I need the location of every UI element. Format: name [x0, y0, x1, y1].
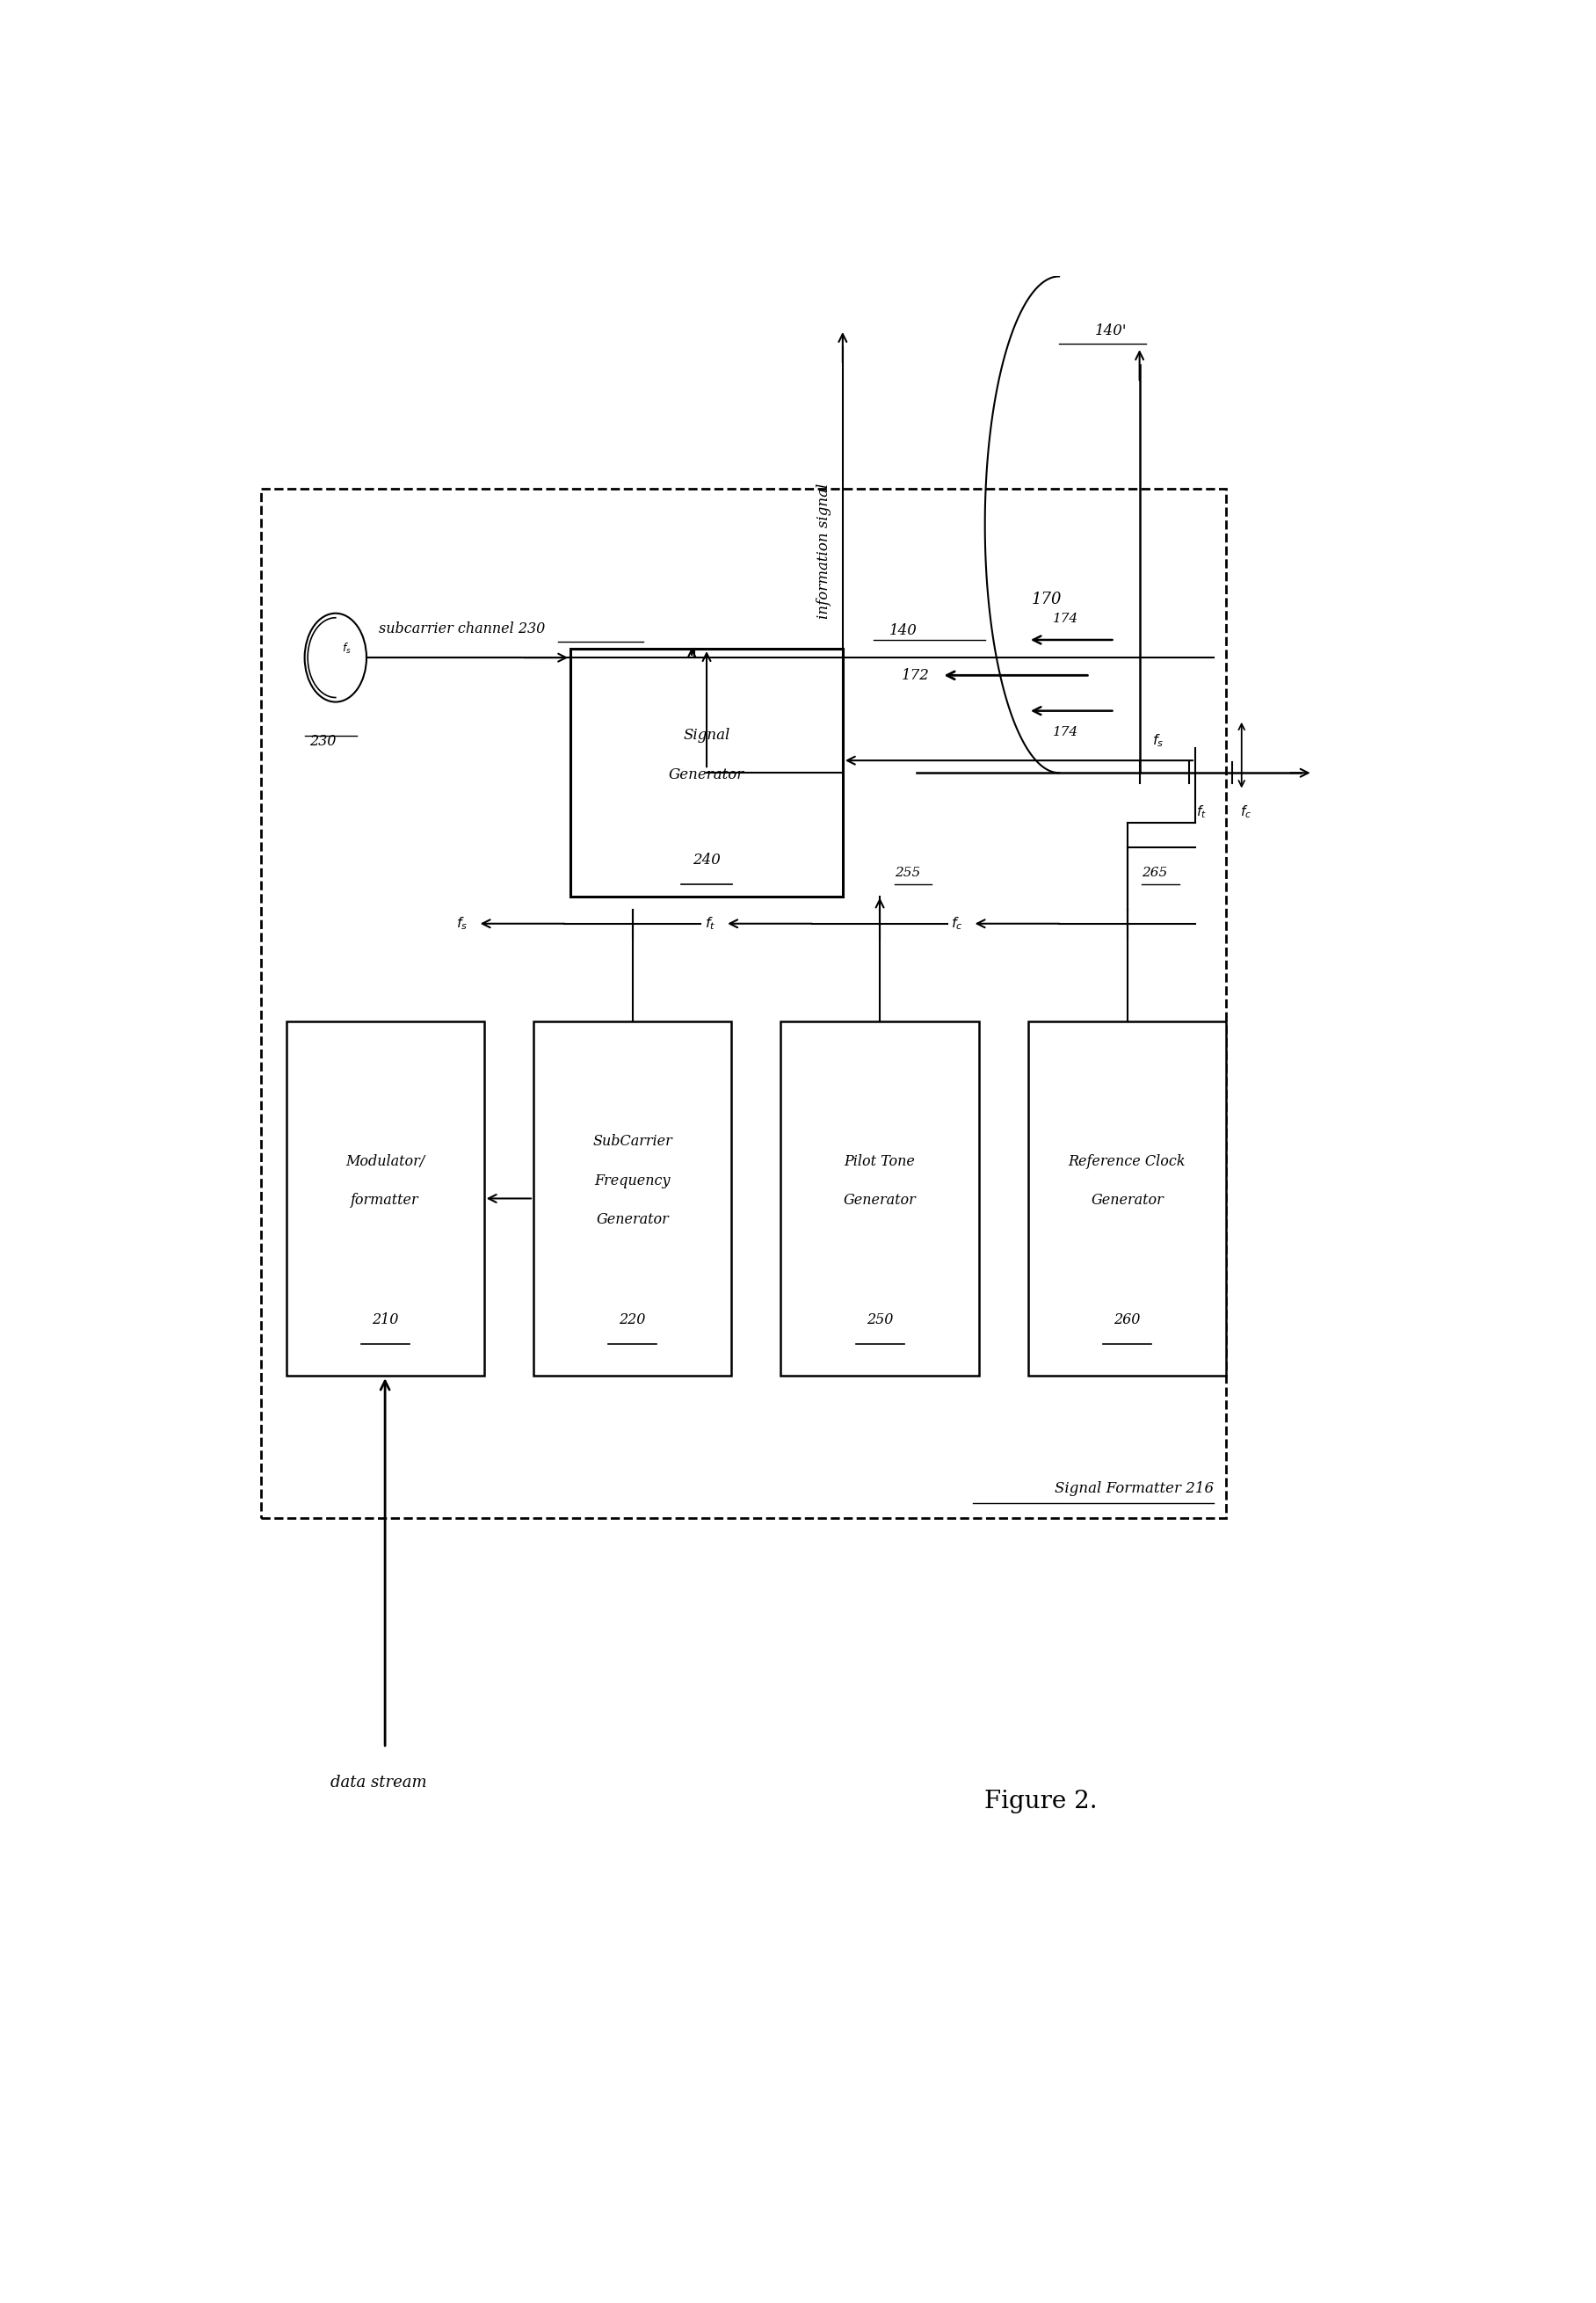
- Bar: [262, 488, 1226, 1518]
- Bar: [1028, 1020, 1226, 1375]
- Text: $f_c$: $f_c$: [951, 914, 962, 933]
- Text: $f_s$: $f_s$: [342, 643, 351, 656]
- Text: Reference Clock: Reference Clock: [1068, 1154, 1186, 1168]
- Text: 220: 220: [619, 1313, 646, 1327]
- Text: Generator: Generator: [843, 1193, 916, 1207]
- Text: Signal Formatter 216: Signal Formatter 216: [1055, 1481, 1215, 1497]
- Text: data stream: data stream: [330, 1776, 428, 1792]
- Text: 260: 260: [1114, 1313, 1141, 1327]
- Text: 240: 240: [693, 852, 721, 868]
- Text: 172: 172: [902, 668, 929, 682]
- Bar: [286, 1020, 484, 1375]
- Text: SubCarrier: SubCarrier: [592, 1135, 672, 1149]
- Text: 170: 170: [1031, 592, 1061, 608]
- Text: $f_t$: $f_t$: [704, 914, 715, 933]
- Text: 265: 265: [1143, 866, 1168, 880]
- Text: Figure 2.: Figure 2.: [985, 1789, 1096, 1812]
- Bar: [533, 1020, 731, 1375]
- Text: 255: 255: [895, 866, 921, 880]
- Text: formatter: formatter: [351, 1193, 420, 1207]
- Text: $f_c$: $f_c$: [1240, 804, 1251, 820]
- Bar: [571, 649, 843, 896]
- Text: 174: 174: [1053, 725, 1079, 739]
- Text: 230: 230: [310, 735, 337, 748]
- Text: Signal: Signal: [683, 728, 729, 744]
- Text: $f_s$: $f_s$: [456, 914, 468, 933]
- Text: $f_s$: $f_s$: [1152, 732, 1163, 748]
- Text: 210: 210: [372, 1313, 399, 1327]
- Text: subcarrier channel 230: subcarrier channel 230: [378, 622, 546, 636]
- Text: Generator: Generator: [1090, 1193, 1163, 1207]
- Text: Generator: Generator: [669, 767, 744, 783]
- Text: Frequency: Frequency: [594, 1172, 670, 1188]
- Text: Pilot Tone: Pilot Tone: [844, 1154, 916, 1168]
- Text: 250: 250: [867, 1313, 894, 1327]
- Text: $f_t$: $f_t$: [1197, 804, 1207, 820]
- Text: Modulator/: Modulator/: [345, 1154, 425, 1168]
- Bar: [780, 1020, 978, 1375]
- Text: 140: 140: [889, 624, 918, 638]
- Text: 140': 140': [1095, 322, 1127, 339]
- Text: information signal: information signal: [817, 484, 832, 620]
- Text: Generator: Generator: [595, 1211, 669, 1227]
- Text: 174: 174: [1053, 613, 1079, 624]
